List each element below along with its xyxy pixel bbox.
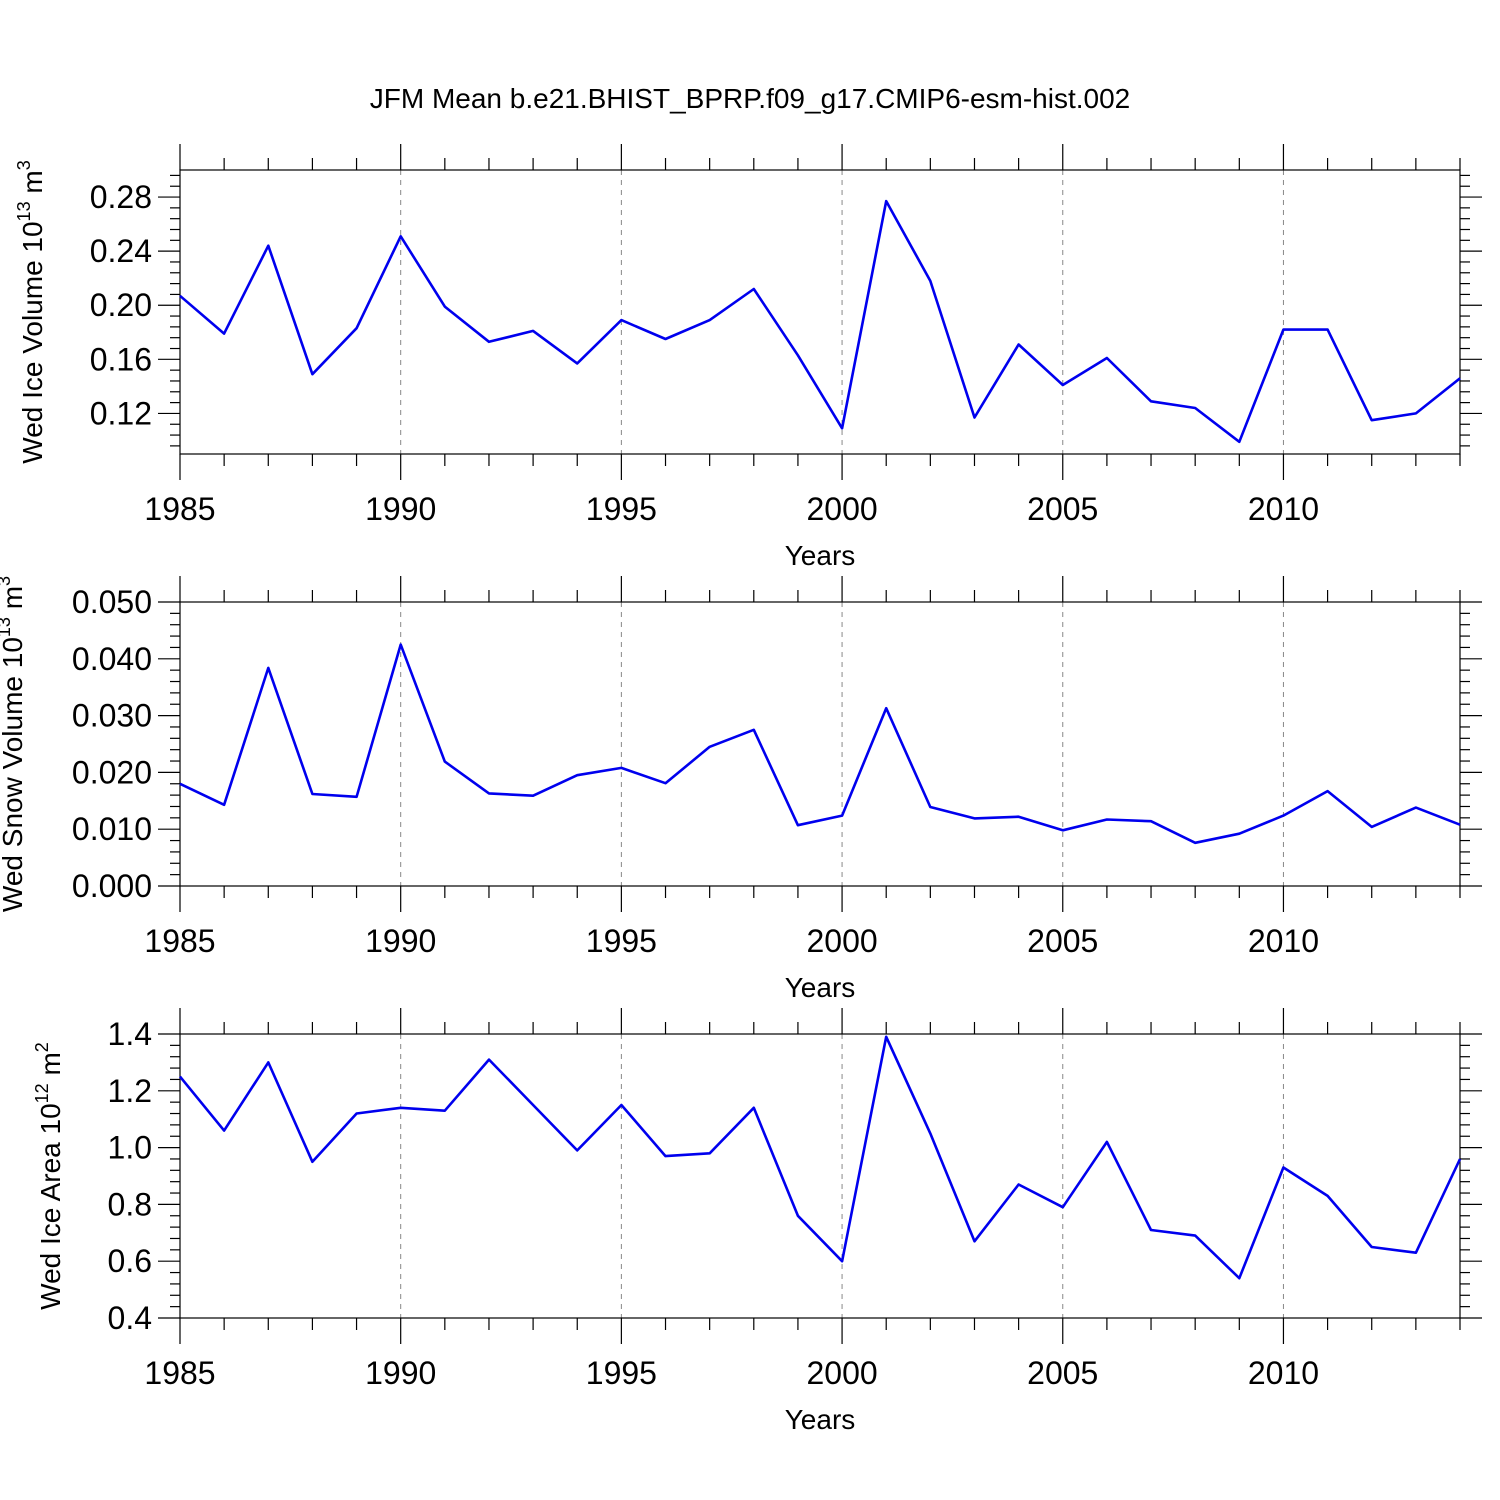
plot-frame (179, 1033, 1461, 1319)
x-axis-title: Years (785, 1404, 856, 1435)
x-tick-label: 2005 (1027, 923, 1098, 959)
y-tick-label: 0.4 (108, 1300, 152, 1336)
panel-2: 1985 1990 1995 2000 2005 2010 0.000 0.010 0.020 0… (0, 576, 1482, 1003)
y-axis-title: Wed Ice Volume 1013 m3 (14, 160, 48, 463)
plot-frame (179, 601, 1461, 887)
y-tick-label: 0.20 (90, 287, 152, 323)
x-tick-label: 2000 (806, 491, 877, 527)
y-tick-label: 1.2 (108, 1073, 152, 1109)
panel-3: 1985 1990 1995 2000 2005 2010 0.4 0.6 0.8 1.0 1.2 1… (32, 1008, 1482, 1435)
y-axis-title: Wed Snow Volume 1013 m3 (0, 576, 28, 912)
series-line (178, 1035, 1462, 1280)
plot-frame (179, 169, 1461, 455)
x-tick-label: 1995 (586, 491, 657, 527)
x-axis-title: Years (785, 540, 856, 571)
y-tick-label: 0.000 (72, 868, 152, 904)
y-tick-label: 0.010 (72, 811, 152, 847)
series-line (179, 643, 1461, 845)
x-tick-label: 2005 (1027, 1355, 1098, 1391)
y-tick-label: 0.16 (90, 341, 152, 377)
y-tick-label: 0.040 (72, 641, 152, 677)
x-tick-label: 1990 (365, 491, 436, 527)
x-tick-label: 1985 (144, 1355, 215, 1391)
x-tick-label: 1990 (365, 1355, 436, 1391)
x-tick-label: 2010 (1248, 491, 1319, 527)
y-tick-label: 0.020 (72, 754, 152, 790)
x-tick-label: 1995 (586, 1355, 657, 1391)
y-tick-label: 0.050 (72, 584, 152, 620)
x-tick-label: 1985 (144, 491, 215, 527)
chart-panels: 1985 1990 1995 2000 2005 2010 0.12 0.16 0.20 0.24… (0, 144, 1482, 1435)
chart-title: JFM Mean b.e21.BHIST_BPRP.f09_g17.CMIP6-… (370, 83, 1131, 114)
y-tick-label: 1.0 (108, 1130, 152, 1166)
series-line (179, 199, 1461, 444)
x-axis-title: Years (785, 972, 856, 1003)
y-tick-label: 0.28 (90, 179, 152, 215)
y-tick-label: 0.030 (72, 698, 152, 734)
y-tick-label: 1.4 (108, 1016, 152, 1052)
x-tick-label: 1990 (365, 923, 436, 959)
y-tick-label: 0.6 (108, 1243, 152, 1279)
x-tick-label: 2010 (1248, 1355, 1319, 1391)
x-tick-label: 2000 (806, 923, 877, 959)
x-tick-label: 2010 (1248, 923, 1319, 959)
x-tick-label: 2005 (1027, 491, 1098, 527)
panel-1: 1985 1990 1995 2000 2005 2010 0.12 0.16 0.20 0.24… (14, 144, 1482, 571)
x-tick-label: 1985 (144, 923, 215, 959)
y-tick-label: 0.8 (108, 1186, 152, 1222)
y-tick-label: 0.24 (90, 233, 152, 269)
x-tick-label: 2000 (806, 1355, 877, 1391)
x-tick-label: 1995 (586, 923, 657, 959)
y-axis-title: Wed Ice Area 1012 m2 (32, 1042, 66, 1310)
y-tick-label: 0.12 (90, 395, 152, 431)
